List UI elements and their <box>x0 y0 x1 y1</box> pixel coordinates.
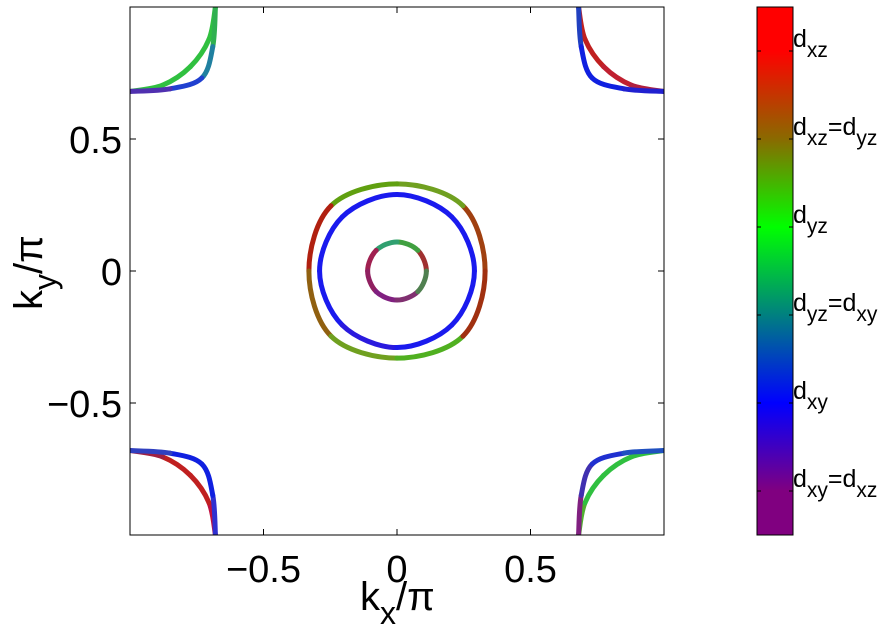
colorbar-label-part: d <box>793 25 807 53</box>
x-tick-label: 0 <box>386 549 407 591</box>
fermi-curve-segment <box>460 268 488 339</box>
fermi-curve-segment <box>306 203 334 274</box>
colorbar-label-part: xz <box>807 127 828 150</box>
fermi-curve-segment <box>210 7 218 50</box>
colorbar-label-part: xy <box>807 391 829 414</box>
fermi-curve-segment <box>582 472 607 506</box>
fermi-curve-segment <box>167 450 205 467</box>
fermi-curve-segment <box>317 214 345 274</box>
fermi-curve-segment <box>582 36 607 70</box>
fermi-curve-segment <box>394 333 466 361</box>
fermi-curve-segment <box>130 448 173 456</box>
colorbar-label-part: d <box>793 201 807 229</box>
colorbar-label-part: d <box>793 377 807 405</box>
colorbar-label-part: xy <box>856 303 878 326</box>
colorbar-label: dxy=dxz <box>793 465 877 502</box>
fermi-curve-segment <box>328 181 400 209</box>
colorbar-label-part: =d <box>828 113 857 141</box>
x-axis-label: kx/π <box>360 575 435 631</box>
fermi-curve-segment <box>589 450 627 467</box>
fermi-curve-segment <box>394 181 466 209</box>
fermi-curve-segment <box>187 472 212 506</box>
colorbar-label-part: xy <box>807 479 829 502</box>
colorbar-label-part: d <box>793 289 807 317</box>
colorbar-label-part: d <box>793 465 807 493</box>
fermi-curve-segment <box>339 191 400 220</box>
colorbar-label: dyz=dxy <box>793 289 878 326</box>
y-tick-label: 0.5 <box>69 120 122 162</box>
colorbar-label: dxy <box>793 377 828 414</box>
y-axis-label: ky/π <box>7 235 63 310</box>
colorbar-label-part: xz <box>807 39 828 62</box>
fermi-curve-segment <box>160 64 193 88</box>
fermi-curve-segment <box>578 44 595 81</box>
fermi-curve-segment <box>210 492 218 535</box>
colorbar-label-part: d <box>793 113 807 141</box>
x-axis-label-part: /π <box>396 575 435 619</box>
fermi-curve-segment <box>449 214 477 274</box>
colorbar <box>756 6 794 536</box>
fermi-curve-segment <box>306 268 334 339</box>
y-axis-label-part: k <box>7 289 51 310</box>
colorbar-label: dyz <box>793 201 828 238</box>
curves <box>130 7 664 535</box>
fermi-curve-segment <box>328 333 400 361</box>
colorbar-label-part: xz <box>856 479 877 502</box>
fermi-curve-segment <box>601 64 634 88</box>
colorbar-label: dxz=dyz <box>793 113 877 150</box>
fermi-curve-segment <box>621 86 664 94</box>
fermi-curve-segment <box>621 448 664 456</box>
fermi-curve-segment <box>449 268 477 328</box>
fermi-curve-segment <box>576 492 584 535</box>
fermi-curve-segment <box>187 36 212 70</box>
fermi-curve-segment <box>160 454 193 478</box>
x-tick-label: 0.5 <box>504 549 557 591</box>
fermi-curve-segment <box>317 268 345 328</box>
fermi-curve-segment <box>394 322 455 351</box>
x-axis-label-part: k <box>360 575 381 619</box>
fermi-curve-segment <box>578 461 595 498</box>
colorbar-label-part: =d <box>828 465 857 493</box>
colorbar-label-part: =d <box>828 289 857 317</box>
fermi-curve-segment <box>130 86 173 94</box>
colorbar-label-part: yz <box>807 215 828 238</box>
colorbar-label-part: yz <box>807 303 828 326</box>
fermi-curve-segment <box>589 75 627 92</box>
fermi-curve-segment <box>601 454 634 478</box>
plot-area <box>130 7 664 535</box>
y-tick-label: 0 <box>101 252 122 294</box>
colorbar-label: dxz <box>793 25 828 62</box>
fermi-curve-segment <box>394 191 455 220</box>
fermi-curve-segment <box>460 203 488 274</box>
x-axis-label-part: x <box>380 595 396 631</box>
fermi-curve-segment <box>339 322 400 351</box>
fermi-curve-segment <box>167 75 205 92</box>
y-axis-label-part: /π <box>7 235 51 274</box>
fermi-curve-segment <box>199 461 216 498</box>
y-tick-label: −0.5 <box>47 384 122 426</box>
fermi-curve-segment <box>415 268 429 295</box>
colorbar-label-part: yz <box>856 127 877 150</box>
x-tick-label: −0.5 <box>226 549 301 591</box>
fermi-curve-segment <box>199 44 216 81</box>
y-axis-label-part: y <box>27 274 63 290</box>
fermi-curve-segment <box>576 7 584 50</box>
